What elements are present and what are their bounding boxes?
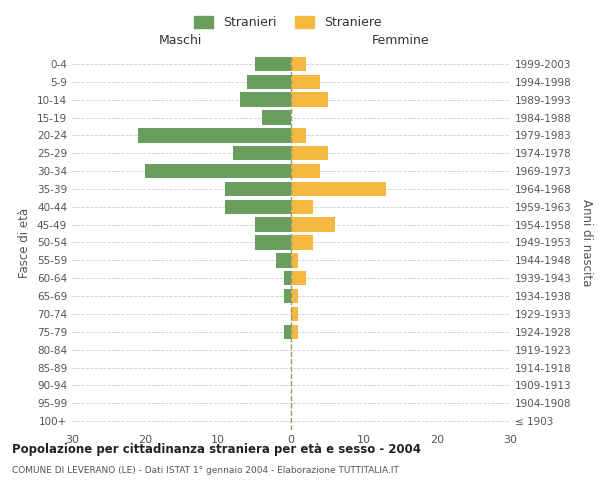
Bar: [145, 164, 291, 178]
Bar: [226, 200, 291, 214]
Bar: [291, 74, 320, 89]
Text: Popolazione per cittadinanza straniera per età e sesso - 2004: Popolazione per cittadinanza straniera p…: [12, 442, 421, 456]
Bar: [138, 128, 291, 142]
Bar: [291, 164, 320, 178]
Bar: [291, 324, 298, 339]
Bar: [254, 57, 291, 71]
Bar: [291, 182, 386, 196]
Bar: [262, 110, 291, 124]
Bar: [291, 271, 305, 285]
Bar: [291, 200, 313, 214]
Bar: [254, 236, 291, 250]
Bar: [240, 92, 291, 107]
Text: Femmine: Femmine: [0, 499, 1, 500]
Bar: [277, 253, 291, 268]
Bar: [291, 307, 298, 321]
Bar: [284, 271, 291, 285]
Y-axis label: Anni di nascita: Anni di nascita: [580, 199, 593, 286]
Bar: [291, 289, 298, 303]
Text: Maschi: Maschi: [0, 499, 1, 500]
Bar: [233, 146, 291, 160]
Text: Maschi: Maschi: [158, 34, 202, 48]
Bar: [291, 57, 305, 71]
Bar: [291, 236, 313, 250]
Bar: [247, 74, 291, 89]
Bar: [291, 92, 328, 107]
Bar: [254, 218, 291, 232]
Bar: [284, 324, 291, 339]
Bar: [291, 146, 328, 160]
Text: COMUNE DI LEVERANO (LE) - Dati ISTAT 1° gennaio 2004 - Elaborazione TUTTITALIA.I: COMUNE DI LEVERANO (LE) - Dati ISTAT 1° …: [12, 466, 399, 475]
Bar: [291, 253, 298, 268]
Bar: [284, 289, 291, 303]
Legend: Stranieri, Straniere: Stranieri, Straniere: [190, 11, 386, 34]
Text: Femmine: Femmine: [371, 34, 429, 48]
Bar: [291, 128, 305, 142]
Bar: [226, 182, 291, 196]
Y-axis label: Fasce di età: Fasce di età: [19, 208, 31, 278]
Bar: [291, 218, 335, 232]
